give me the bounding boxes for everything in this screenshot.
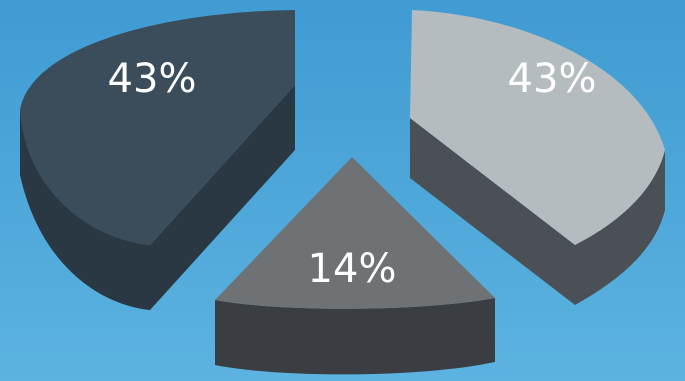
slice-2-top <box>410 10 665 245</box>
slice-2-edge <box>410 118 575 305</box>
slice-group-2: 43% <box>410 10 665 305</box>
slice-3-top <box>215 157 495 309</box>
slice-2-side <box>575 150 665 305</box>
slice-1-side <box>20 110 150 310</box>
slice-1-top <box>20 10 295 245</box>
slice-label-1: 43% <box>108 56 197 102</box>
slice-group-1: 43% <box>20 10 295 310</box>
slice-1-edge <box>150 85 295 310</box>
slice-label-3: 14% <box>308 246 397 292</box>
slice-label-2: 43% <box>508 56 597 102</box>
slice-group-3: 14% <box>215 157 495 375</box>
slice-3-side <box>215 298 495 375</box>
